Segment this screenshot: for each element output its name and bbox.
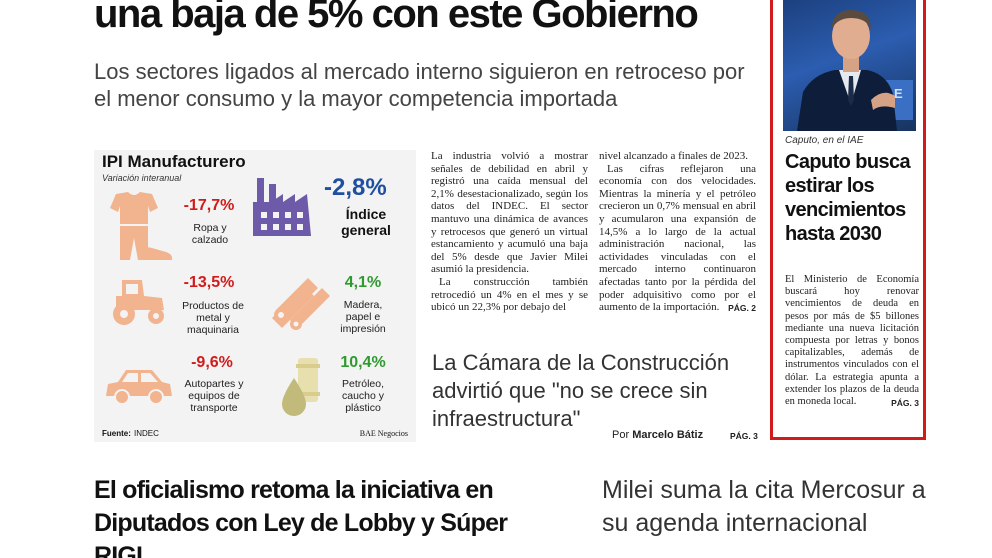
clothes-icon xyxy=(110,192,172,260)
petroleo-value: 10,4% xyxy=(340,354,386,371)
article-paragraph: La construcción también retrocedió un 4%… xyxy=(431,275,588,314)
infographic-subtitle: Variación interanual xyxy=(102,173,182,183)
ipi-infographic: IPI Manufacturero Variación interanual -… xyxy=(94,150,416,442)
sidebar-headline[interactable]: Caputo busca estirar los vencimientos ha… xyxy=(785,151,911,245)
madera-label: Madera, papel e impresión xyxy=(340,299,386,335)
mercosur-headline[interactable]: Milei suma la cita Mercosur a su agenda … xyxy=(602,476,926,537)
article-column-2: nivel alcanzado a finales de 2023. Las c… xyxy=(599,150,756,315)
factory-icon xyxy=(253,178,311,236)
construction-quote-headline[interactable]: La Cámara de la Construcción advirtió qu… xyxy=(432,350,730,431)
sidebar-page-ref[interactable]: PÁG. 3 xyxy=(891,398,919,409)
quote-page-ref[interactable]: PÁG. 3 xyxy=(730,431,758,441)
byline: Por Marcelo Bátiz xyxy=(612,429,703,441)
article-paragraph-text: Las cifras reflejaron una economía con d… xyxy=(599,162,756,314)
lobby-headline[interactable]: El oficialismo retoma la iniciativa en D… xyxy=(94,476,508,558)
metal-value: -13,5% xyxy=(183,274,235,291)
petroleo-label: Petróleo, caucho y plástico xyxy=(341,378,385,414)
madera-value: 4,1% xyxy=(344,274,382,291)
photo-caption: Caputo, en el IAE xyxy=(785,135,864,146)
autopartes-value: -9,6% xyxy=(191,354,233,371)
article-paragraph: nivel alcanzado a finales de 2023. xyxy=(599,150,749,162)
logs-icon xyxy=(272,278,330,330)
autopartes-label: Autopartes y equipos de transporte xyxy=(184,378,244,414)
caputo-sidebar: IAE Caputo, en el IAE Caputo busca estir… xyxy=(770,0,926,440)
caputo-photo: IAE xyxy=(783,0,916,131)
main-subhead: Los sectores ligados al mercado interno … xyxy=(94,59,745,111)
car-icon xyxy=(106,370,172,405)
ropa-value: -17,7% xyxy=(183,197,235,214)
sidebar-body: El Ministerio de Economía buscará hoy re… xyxy=(785,274,919,409)
metal-label: Productos de metal y maquinaria xyxy=(182,300,244,336)
tractor-icon xyxy=(113,280,164,325)
article-paragraph: La industria volvió a mostrar señales de… xyxy=(431,150,588,276)
indice-general-value: -2,8% xyxy=(324,174,387,201)
article-column-1: La industria volvió a mostrar señales de… xyxy=(431,150,588,314)
article-page-ref[interactable]: PÁG. 2 xyxy=(728,303,756,314)
infographic-title: IPI Manufacturero xyxy=(102,152,246,171)
byline-prefix: Por xyxy=(612,429,630,441)
byline-author: Marcelo Bátiz xyxy=(632,429,704,441)
ropa-label: Ropa y calzado xyxy=(191,222,229,246)
source-value: INDEC xyxy=(134,429,159,438)
article-paragraph: Las cifras reflejaron una economía con d… xyxy=(599,163,756,314)
indice-general-label: Índice general xyxy=(341,206,391,238)
person-illustration: IAE xyxy=(797,10,913,131)
oil-drop-icon xyxy=(282,358,320,416)
sidebar-body-text: El Ministerio de Economía buscará hoy re… xyxy=(785,274,919,408)
source-label: Fuente: xyxy=(102,429,131,438)
main-headline[interactable]: una baja de 5% con este Gobierno xyxy=(94,0,699,36)
infographic-credit: BAE Negocios xyxy=(359,429,408,438)
